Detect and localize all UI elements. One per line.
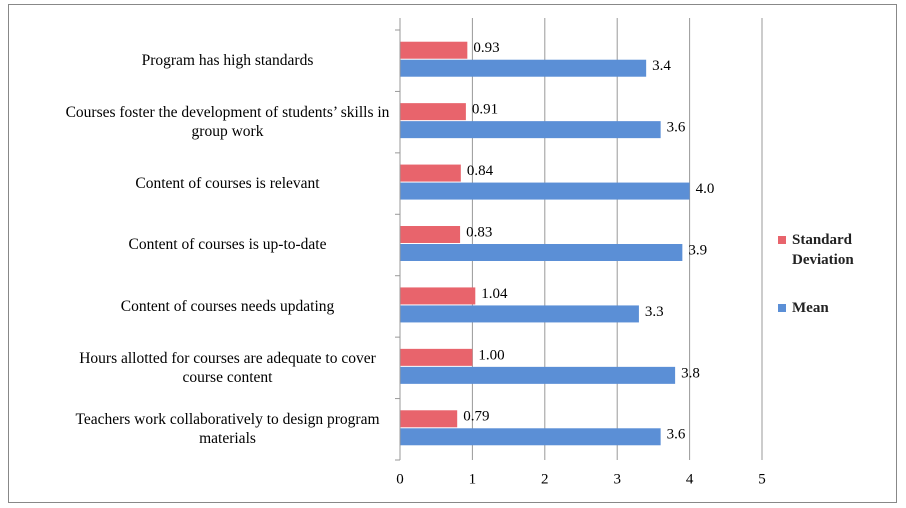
y-tick-label: Hours allotted for courses are adequate … <box>79 349 376 386</box>
data-label: 3.9 <box>688 242 707 258</box>
data-label: 0.79 <box>463 409 489 425</box>
bar <box>400 410 458 428</box>
bar <box>400 182 690 200</box>
data-label: 0.84 <box>467 163 494 179</box>
y-tick-label: Content of courses is up-to-date <box>128 236 327 254</box>
data-label: 1.00 <box>478 347 504 363</box>
legend-swatch <box>778 236 786 244</box>
y-tick-label: Teachers work collaboratively to design … <box>75 411 380 448</box>
bar <box>400 121 661 139</box>
y-tick-label: Courses foster the development of studen… <box>65 104 390 141</box>
bar <box>400 244 683 261</box>
bar <box>400 348 473 366</box>
data-label: 3.8 <box>681 365 700 381</box>
data-label: 1.04 <box>481 286 508 302</box>
bar <box>400 164 461 182</box>
y-tick-label: Content of courses needs updating <box>120 297 335 315</box>
legend-label: Standard Deviation <box>792 232 854 268</box>
bar <box>400 226 461 243</box>
data-label: 0.93 <box>473 40 499 56</box>
x-tick-label: 5 <box>758 471 766 487</box>
data-label: 0.83 <box>466 224 492 240</box>
legend-label: Mean <box>792 300 829 316</box>
bar <box>400 59 647 77</box>
bar <box>400 103 466 121</box>
data-label: 3.3 <box>645 304 664 320</box>
bar <box>400 428 661 446</box>
data-label: 3.4 <box>652 58 671 74</box>
y-tick-label: Program has high standards <box>141 52 314 70</box>
x-tick-label: 3 <box>613 471 621 487</box>
data-label: 0.91 <box>472 102 498 118</box>
bar <box>400 287 476 305</box>
bar <box>400 366 676 384</box>
data-label: 4.0 <box>696 181 715 197</box>
bar <box>400 305 639 323</box>
data-label: 3.6 <box>667 427 686 443</box>
x-tick-label: 1 <box>469 471 477 487</box>
x-tick-label: 0 <box>396 471 404 487</box>
y-tick-label: Content of courses is relevant <box>135 175 320 193</box>
data-label: 3.6 <box>667 120 686 136</box>
x-tick-label: 4 <box>686 471 694 487</box>
bar <box>400 41 468 59</box>
legend-swatch <box>778 304 786 312</box>
x-tick-label: 2 <box>541 471 549 487</box>
